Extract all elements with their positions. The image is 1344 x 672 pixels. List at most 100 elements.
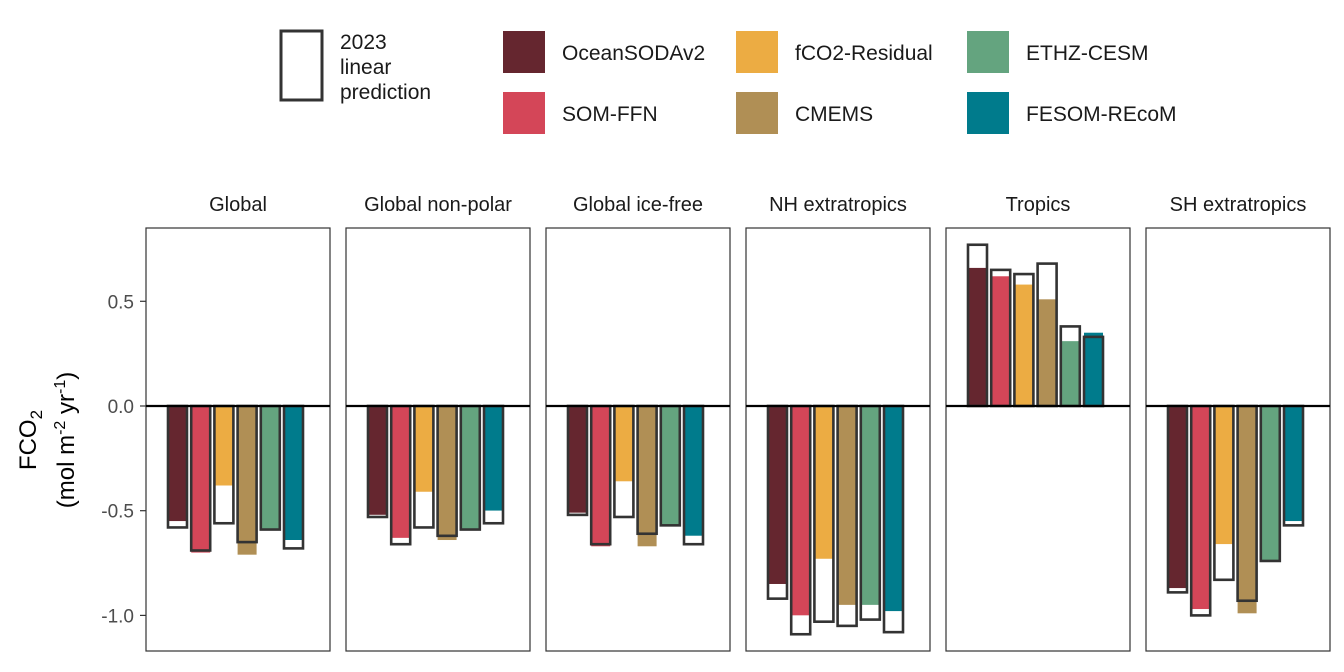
legend-swatch [503,92,545,134]
bar-prediction-excess [1014,274,1034,285]
bar-prediction-excess [768,583,787,599]
bar-prediction-excess [214,485,234,524]
bar-prediction-excess [814,558,834,622]
legend-item-ethz-cesm: ETHZ-CESM [967,31,1149,73]
legend-label: SOM-FFN [562,103,658,126]
bar-observed-fco2-residual [1014,284,1034,406]
panel-global-ice-free: Global ice-free [545,194,731,652]
panel-sh-extratropics: SH extratropics [1145,194,1331,652]
y-axis-title-main: FCO2 [15,410,46,470]
bar-prediction-excess [968,244,987,268]
bar-prediction-excess [791,615,811,635]
bar-observed-ethz-cesm [660,405,680,526]
panel-title: SH extratropics [1170,194,1307,216]
y-axis-units-exp-1: -2 [52,421,69,435]
bar-observed-oceansodav2 [768,405,787,584]
bar-observed-oceansodav2 [568,405,587,513]
bar-observed-fesom-recom [884,405,903,612]
bar-observed-fco2-residual [614,405,634,482]
panel-title: Tropics [1006,194,1071,216]
y-axis: 0.5 0.0 -0.5 -1.0 [101,292,146,627]
legend-prediction-line-3: prediction [340,81,431,104]
bar-prediction-excess [1168,588,1187,593]
bar-prediction-excess [1214,544,1234,580]
bar-observed-som-ffn [991,276,1011,406]
legend-swatch [503,31,545,73]
bar-observed-fco2-residual [414,405,434,492]
bar-observed-oceansodav2 [168,405,187,522]
bar-prediction-excess [884,611,903,633]
bar-observed-fesom-recom [684,405,703,536]
legend-item-fesom-recom: FESOM-REcoM [967,92,1177,134]
y-axis-title: FCO2 (mol m-2 yr-1) [15,372,80,508]
panel-tropics: Tropics [945,194,1131,652]
panel-global: Global [145,194,331,652]
bar-prediction-excess [284,540,303,549]
legend-swatch [736,31,778,73]
y-axis-units-exp-2: -1 [52,380,69,394]
legend-label: fCO2-Residual [795,42,933,65]
bar-observed-cmems [1037,299,1057,406]
bar-prediction-excess [391,537,411,545]
bar-observed-fesom-recom [284,405,303,541]
bar-prediction-excess [1191,609,1211,616]
bar-observed-fco2-residual [1214,405,1234,545]
panel-title: NH extratropics [769,194,907,216]
bar-prediction-excess [684,535,703,545]
facet-panels: Global Global non-polar Global ice-free NH … [145,194,1331,652]
bar-observed-cmems [837,405,857,605]
bar-observed-ethz-cesm [260,405,280,530]
bar-observed-som-ffn [1191,405,1211,610]
bar-prediction-excess [414,491,434,528]
y-axis-title-subscript: 2 [27,410,46,419]
panel-title: Global non-polar [364,194,512,216]
bar-observed-fesom-recom [1284,405,1303,522]
legend-prediction-key [279,29,324,102]
legend-label: CMEMS [795,103,873,126]
bar-observed-ethz-cesm [1260,405,1280,561]
legend-prediction-line-1: 2023 [340,31,387,54]
legend-item-fco2-residual: fCO2-Residual [736,31,933,73]
bar-observed-som-ffn [591,405,611,547]
bar-prediction-excess [1284,521,1303,526]
bar-observed-ethz-cesm [460,405,480,530]
bar-observed-fesom-recom [484,405,503,511]
panel-title: Global [209,194,267,216]
bar-observed-oceansodav2 [968,267,987,406]
y-tick-label: 0.0 [108,397,134,418]
legend-item-oceansodav2: OceanSODAv2 [503,31,705,73]
bar-observed-oceansodav2 [1168,405,1187,589]
y-tick-label: 0.5 [108,292,134,313]
y-axis-units-part-2: yr [53,394,80,421]
bar-observed-som-ffn [391,405,411,538]
y-axis-title-fco: FCO [15,419,42,470]
bar-prediction-excess [837,604,857,626]
y-tick-label: -1.0 [101,606,134,627]
panel-nh-extratropics: NH extratropics [745,194,931,652]
bar-prediction-excess [991,269,1011,277]
bar-observed-fco2-residual [814,405,834,559]
y-axis-title-units: (mol m-2 yr-1) [52,372,80,508]
panel-title: Global ice-free [573,194,703,216]
legend-prediction-entry: 2023 linear prediction [279,29,431,104]
bar-prediction-excess [1060,326,1080,342]
y-axis-units-part-3: ) [53,372,80,380]
legend-label: ETHZ-CESM [1026,42,1149,65]
legend-item-cmems: CMEMS [736,92,873,134]
legend-swatch [967,31,1009,73]
legend-swatch [736,92,778,134]
legend-label: FESOM-REcoM [1026,103,1177,126]
legend: 2023 linear prediction OceanSODAv2 SOM-FF… [279,29,1177,134]
legend-prediction-line-2: linear [340,56,391,79]
legend-series-entries: OceanSODAv2 SOM-FFN fCO2-Residual CMEMS ETHZ… [503,31,1177,134]
bar-observed-fesom-recom [1084,332,1103,406]
bar-prediction-excess [484,510,503,524]
bar-observed-ethz-cesm [860,405,880,605]
bar-prediction-excess [168,521,187,528]
y-tick-label: -0.5 [101,502,134,523]
bar-observed-oceansodav2 [368,405,387,515]
bar-observed-fco2-residual [214,405,234,486]
bar-prediction-excess [860,604,880,620]
bar-observed-cmems [637,405,657,547]
